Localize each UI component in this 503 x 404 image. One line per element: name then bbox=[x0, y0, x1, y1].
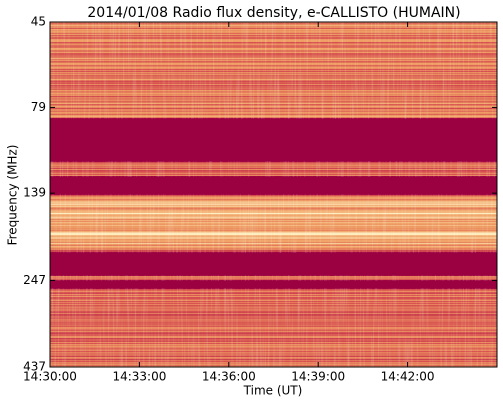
y-tick-label: 247 bbox=[23, 273, 46, 287]
x-tick-label: 14:39:00 bbox=[291, 370, 345, 384]
spectrum-streaks bbox=[50, 22, 497, 367]
saturated-band bbox=[50, 281, 497, 288]
x-tick-label: 14:36:00 bbox=[202, 370, 256, 384]
x-axis-label: Time (UT) bbox=[243, 384, 303, 398]
y-tick-label: 139 bbox=[23, 186, 46, 200]
y-tick-label: 437 bbox=[23, 360, 46, 374]
spectrogram-image bbox=[50, 22, 497, 367]
y-tick-label: 45 bbox=[31, 15, 46, 29]
x-tick-label: 14:42:00 bbox=[381, 370, 435, 384]
saturated-band bbox=[50, 119, 497, 161]
x-tick-label: 14:33:00 bbox=[112, 370, 166, 384]
chart-title: 2014/01/08 Radio flux density, e-CALLIST… bbox=[87, 5, 460, 21]
y-axis-label: Frequency (MHz) bbox=[6, 145, 20, 246]
y-tick-label: 79 bbox=[31, 100, 46, 114]
saturated-band bbox=[50, 177, 497, 194]
plot-frame bbox=[49, 21, 498, 368]
saturated-band bbox=[50, 253, 497, 275]
x-tick-label: 14:30:00 bbox=[23, 370, 77, 384]
